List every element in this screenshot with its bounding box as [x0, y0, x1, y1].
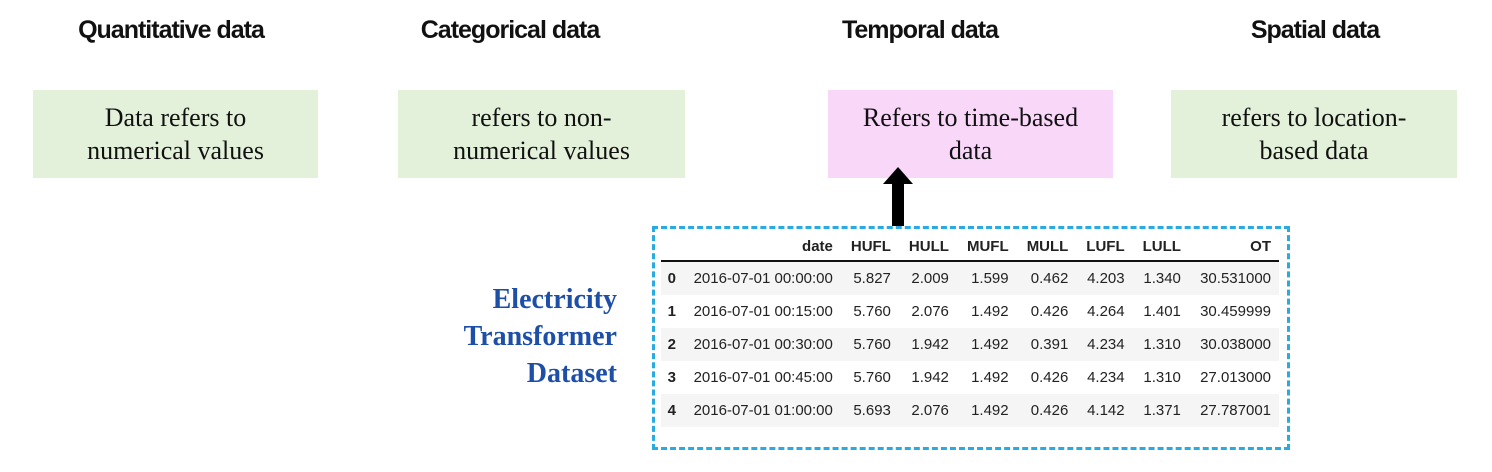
table-row: 2 2016-07-01 00:30:00 5.760 1.942 1.492 0.391… — [661, 328, 1279, 361]
table-row: 1 2016-07-01 00:15:00 5.760 2.076 1.492 0.426… — [661, 295, 1279, 328]
data-cell: 1.310 — [1143, 369, 1181, 386]
data-cell: 1.599 — [971, 270, 1009, 287]
data-cell: 4.234 — [1087, 336, 1125, 353]
data-cell: 30.038000 — [1200, 336, 1271, 353]
data-cell: 1.942 — [911, 369, 949, 386]
data-cell: 0.391 — [1030, 336, 1069, 353]
data-cell: 4.142 — [1087, 402, 1125, 419]
heading-temporal-data: Temporal data — [841, 16, 999, 44]
data-cell: 2016-07-01 00:00:00 — [693, 270, 833, 287]
data-cell: 1.942 — [911, 336, 949, 353]
data-cell: 2016-07-01 01:00:00 — [693, 402, 833, 419]
data-cell: 1.492 — [971, 369, 1009, 386]
data-cell: 27.787001 — [1200, 402, 1271, 419]
column-header: MULL — [1016, 231, 1077, 262]
infobox-spatial: refers to location- based data — [1171, 90, 1457, 178]
data-cell: 1.340 — [1143, 270, 1181, 287]
data-cell: 1.310 — [1143, 336, 1181, 353]
data-cell: 0.426 — [1030, 402, 1069, 419]
data-cell: 30.459999 — [1200, 303, 1271, 320]
dataset-table: date HUFL HULL MUFL MULL LUFL LULL OT 0 2016-07-… — [661, 231, 1279, 427]
table-row: 0 2016-07-01 00:00:00 5.827 2.009 1.599 0.462… — [661, 261, 1279, 295]
data-cell: 4.234 — [1087, 369, 1125, 386]
heading-spatial-data: Spatial data — [1250, 16, 1380, 44]
dataset-table-body: 0 2016-07-01 00:00:00 5.827 2.009 1.599 0.462… — [661, 261, 1279, 427]
heading-quantitative-data: Quantitative data — [78, 16, 265, 44]
infobox-categorical: refers to non- numerical values — [398, 90, 685, 178]
data-cell: 1.492 — [971, 303, 1009, 320]
data-cell: 5.693 — [853, 402, 891, 419]
column-header — [661, 231, 680, 262]
dataset-table-header: date HUFL HULL MUFL MULL LUFL LULL OT — [661, 231, 1279, 262]
row-index-cell: 1 — [667, 303, 676, 320]
table-row: 4 2016-07-01 01:00:00 5.693 2.076 1.492 0.426… — [661, 394, 1279, 427]
dataset-label: Electricity Transformer Dataset — [463, 284, 617, 389]
infobox-quantitative: Data refers to numerical values — [33, 90, 318, 178]
data-cell: 2016-07-01 00:30:00 — [693, 336, 833, 353]
column-header: OT — [1188, 231, 1279, 262]
data-cell: 2.076 — [911, 402, 949, 419]
data-cell: 0.462 — [1030, 270, 1069, 287]
data-cell: 4.203 — [1087, 270, 1125, 287]
data-cell: 2.009 — [911, 270, 949, 287]
table-header-row: date HUFL HULL MUFL MULL LUFL LULL OT — [661, 231, 1279, 262]
data-cell: 1.492 — [971, 402, 1009, 419]
data-cell: 5.827 — [853, 270, 891, 287]
column-header: HULL — [898, 231, 957, 262]
data-cell: 30.531000 — [1200, 270, 1271, 287]
data-cell: 1.492 — [971, 336, 1009, 353]
data-cell: 5.760 — [853, 336, 891, 353]
data-cell: 1.401 — [1143, 303, 1181, 320]
column-header: date — [680, 231, 841, 262]
data-cell: 0.426 — [1030, 303, 1069, 320]
infobox-temporal: Refers to time-based data — [828, 90, 1113, 178]
data-cell: 1.371 — [1143, 402, 1181, 419]
heading-categorical-data: Categorical data — [420, 16, 601, 44]
column-header: LULL — [1132, 231, 1189, 262]
column-header: LUFL — [1076, 231, 1133, 262]
column-header: MUFL — [956, 231, 1017, 262]
arrow-head-icon — [883, 167, 913, 184]
data-cell: 4.264 — [1087, 303, 1125, 320]
data-cell: 2.076 — [911, 303, 949, 320]
data-cell: 5.760 — [853, 303, 891, 320]
dataset-table-container: date HUFL HULL MUFL MULL LUFL LULL OT 0 2016-07-… — [652, 226, 1290, 450]
row-index-cell: 3 — [667, 369, 676, 386]
data-cell: 5.760 — [853, 369, 891, 386]
row-index-cell: 4 — [667, 402, 676, 419]
data-cell: 2016-07-01 00:45:00 — [693, 369, 833, 386]
table-row: 3 2016-07-01 00:45:00 5.760 1.942 1.492 0.426… — [661, 361, 1279, 394]
arrow-shaft — [892, 183, 904, 238]
up-arrow — [883, 167, 913, 238]
column-header: HUFL — [840, 231, 899, 262]
data-cell: 2016-07-01 00:15:00 — [693, 303, 833, 320]
row-index-cell: 2 — [667, 336, 676, 353]
data-cell: 0.426 — [1030, 369, 1069, 386]
data-cell: 27.013000 — [1200, 369, 1271, 386]
row-index-cell: 0 — [667, 270, 676, 287]
